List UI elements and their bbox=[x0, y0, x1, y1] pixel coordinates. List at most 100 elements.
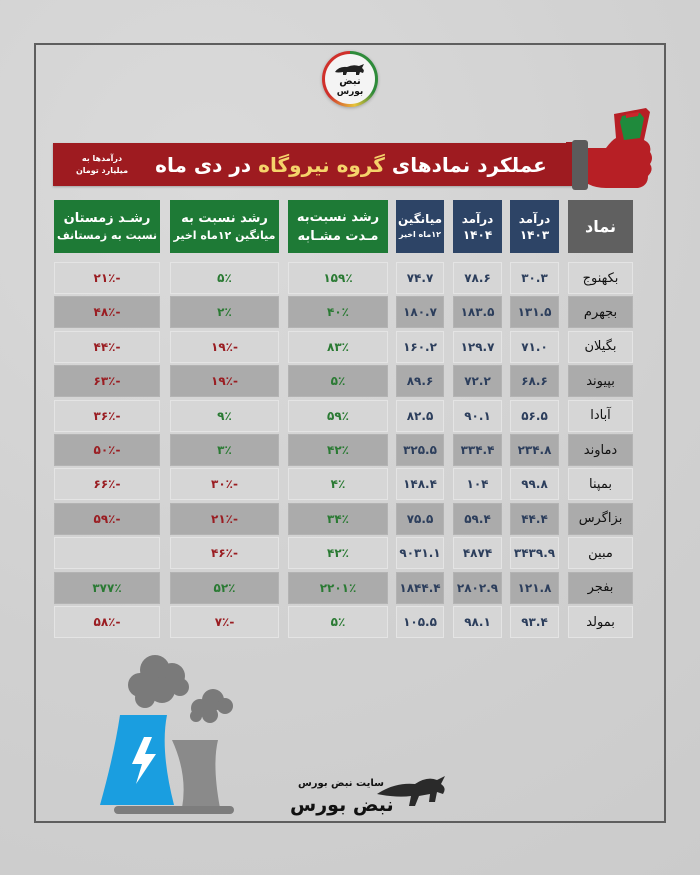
table-cell-yoy: ۴۲٪ bbox=[288, 537, 388, 570]
bull-logo-icon bbox=[377, 776, 445, 806]
table-cell-rev1403: ۱۳۱.۵ bbox=[510, 296, 559, 329]
table-cell-rev1404: ۹۰.۱ bbox=[453, 399, 502, 432]
header-rev1403-line2: ۱۴۰۳ bbox=[519, 227, 550, 242]
table-cell-symbol: آبادا bbox=[568, 399, 633, 432]
table-cell-symbol: بگیلان bbox=[568, 330, 633, 363]
header-winter-line1: رشـد زمستان bbox=[63, 211, 151, 226]
table-cell-rev1403: ۹۳.۴ bbox=[510, 606, 559, 638]
header-vsavg-line1: رشد نسبت به bbox=[181, 211, 268, 226]
header-yoy: رشد نسبت‌به مـدت مشـابه bbox=[288, 200, 388, 253]
table-cell-rev1404: ۷۲.۲ bbox=[453, 365, 502, 398]
header-avg-line2: ۱۲ماه اخیر bbox=[399, 229, 441, 239]
table-cell-vsavg: -۴۶٪ bbox=[170, 537, 279, 570]
brand-logo: نبض بورس bbox=[322, 51, 378, 107]
table-cell-yoy: ۵٪ bbox=[288, 606, 388, 638]
header-rev1403: درآمد ۱۴۰۳ bbox=[510, 200, 559, 253]
table-cell-vsavg: ۵٪ bbox=[170, 262, 279, 294]
table-cell-yoy: ۴۰٪ bbox=[288, 296, 388, 329]
page-title: عملکرد نمادهای گروه نیروگاه در دی ماه bbox=[147, 153, 573, 177]
header-rev1404: درآمد ۱۴۰۴ bbox=[453, 200, 502, 253]
header-symbol: نماد bbox=[568, 200, 633, 253]
header-rev1404-line1: درآمد bbox=[461, 211, 494, 226]
table-cell-rev1404: ۱۰۴ bbox=[453, 468, 502, 501]
table-cell-yoy: ۱۵۹٪ bbox=[288, 262, 388, 294]
table-cell-rev1403: ۴۴.۴ bbox=[510, 502, 559, 535]
table-cell-avg: ۳۲۵.۵ bbox=[396, 434, 444, 466]
header-yoy-line2: مـدت مشـابه bbox=[297, 228, 379, 244]
table-cell-avg: ۷۴.۷ bbox=[396, 262, 444, 294]
table-cell-winter: -۳۶٪ bbox=[54, 399, 160, 432]
table-cell-symbol: دماوند bbox=[568, 434, 633, 466]
table-cell-symbol: مبین bbox=[568, 537, 633, 570]
table-cell-rev1404: ۹۸.۱ bbox=[453, 606, 502, 638]
title-highlight: گروه نیروگاه bbox=[258, 152, 385, 177]
table-cell-rev1404: ۲۸۰۲.۹ bbox=[453, 571, 502, 604]
header-winter-line2: نسبت به زمستانف bbox=[56, 229, 158, 242]
table-cell-vsavg: ۳٪ bbox=[170, 434, 279, 466]
table-cell-rev1404: ۵۹.۴ bbox=[453, 502, 502, 535]
footer-brand-name: نبض بورس bbox=[290, 794, 394, 816]
table-cell-avg: ۸۲.۵ bbox=[396, 399, 444, 432]
table-cell-avg: ۱۴۸.۴ bbox=[396, 468, 444, 501]
table-cell-symbol: بکهنوج bbox=[568, 262, 633, 294]
table-cell-winter: -۴۸٪ bbox=[54, 296, 160, 329]
table-cell-vsavg: ۵۲٪ bbox=[170, 571, 279, 604]
table-cell-winter: -۶۳٪ bbox=[54, 365, 160, 398]
table-cell-rev1403: ۳۴۳۹.۹ bbox=[510, 537, 559, 570]
table-cell-symbol: بفجر bbox=[568, 571, 633, 604]
table-cell-rev1404: ۳۳۴.۴ bbox=[453, 434, 502, 466]
table-cell-symbol: بپیوند bbox=[568, 365, 633, 398]
bull-logo-icon bbox=[335, 63, 364, 75]
table-cell-avg: ۱۸۰.۷ bbox=[396, 296, 444, 329]
footer-site-label: سایت نبض بورس bbox=[298, 778, 384, 789]
table-cell-avg: ۱۰۵.۵ bbox=[396, 606, 444, 638]
table-cell-symbol: بجهرم bbox=[568, 296, 633, 329]
table-cell-rev1404: ۴۸۷۴ bbox=[453, 537, 502, 570]
table-cell-winter: -۲۱٪ bbox=[54, 262, 160, 294]
table-cell-rev1403: ۵۶.۵ bbox=[510, 399, 559, 432]
header-avg-line1: میانگین bbox=[398, 211, 443, 226]
table-cell-avg: ۱۶۰.۲ bbox=[396, 330, 444, 363]
power-plant-icon bbox=[100, 655, 234, 814]
table-cell-yoy: ۸۳٪ bbox=[288, 330, 388, 363]
table-cell-avg: ۹۰۳۱.۱ bbox=[396, 537, 444, 570]
header-winter: رشـد زمستان نسبت به زمستانف bbox=[54, 200, 160, 253]
table-cell-vsavg: -۱۹٪ bbox=[170, 330, 279, 363]
table-cell-winter: -۶۶٪ bbox=[54, 468, 160, 501]
unit-note-line1: درآمدها به bbox=[81, 153, 123, 163]
table-cell-yoy: ۵٪ bbox=[288, 365, 388, 398]
title-part1: عملکرد نمادهای bbox=[384, 152, 547, 177]
table-cell-rev1404: ۱۸۳.۵ bbox=[453, 296, 502, 329]
table-cell-winter: -۴۴٪ bbox=[54, 330, 160, 363]
table-cell-vsavg: ۲٪ bbox=[170, 296, 279, 329]
table-cell-vsavg: -۳۰٪ bbox=[170, 468, 279, 501]
table-cell-rev1403: ۳۰.۳ bbox=[510, 262, 559, 294]
title-banner: درآمدها به میلیارد تومان عملکرد نمادهای … bbox=[53, 143, 573, 186]
table-cell-rev1404: ۷۸.۶ bbox=[453, 262, 502, 294]
table-cell-yoy: ۳۴٪ bbox=[288, 502, 388, 535]
table-cell-avg: ۸۹.۶ bbox=[396, 365, 444, 398]
table-cell-rev1403: ۹۹.۸ bbox=[510, 468, 559, 501]
footer-brand: سایت نبض بورس نبض بورس bbox=[280, 770, 450, 825]
table-cell-winter: ۳۷۷٪ bbox=[54, 571, 160, 604]
title-part2: در دی ماه bbox=[155, 152, 259, 177]
table-cell-rev1404: ۱۲۹.۷ bbox=[453, 330, 502, 363]
table-cell-avg: ۷۵.۵ bbox=[396, 502, 444, 535]
header-rev1404-line2: ۱۴۰۴ bbox=[462, 227, 493, 242]
table-cell-symbol: بمولد bbox=[568, 606, 633, 638]
table-cell-yoy: ۴٪ bbox=[288, 468, 388, 501]
header-vs-avg: رشد نسبت به میانگین ۱۲ماه اخیر bbox=[170, 200, 279, 253]
table-cell-vsavg: -۷٪ bbox=[170, 606, 279, 638]
table-cell-winter: -۵۰٪ bbox=[54, 434, 160, 466]
logo-text-line2: بورس bbox=[336, 86, 364, 97]
table-cell-rev1403: ۱۲۱.۸ bbox=[510, 571, 559, 604]
table-cell-winter: -۵۸٪ bbox=[54, 606, 160, 638]
raised-fist-icon bbox=[566, 108, 652, 190]
table-cell-avg: ۱۸۴۴.۴ bbox=[396, 571, 444, 604]
table-cell-vsavg: -۱۹٪ bbox=[170, 365, 279, 398]
table-cell-vsavg: ۹٪ bbox=[170, 399, 279, 432]
table-cell-yoy: ۴۲٪ bbox=[288, 434, 388, 466]
table-cell-rev1403: ۶۸.۶ bbox=[510, 365, 559, 398]
unit-note-line2: میلیارد تومان bbox=[75, 165, 129, 175]
